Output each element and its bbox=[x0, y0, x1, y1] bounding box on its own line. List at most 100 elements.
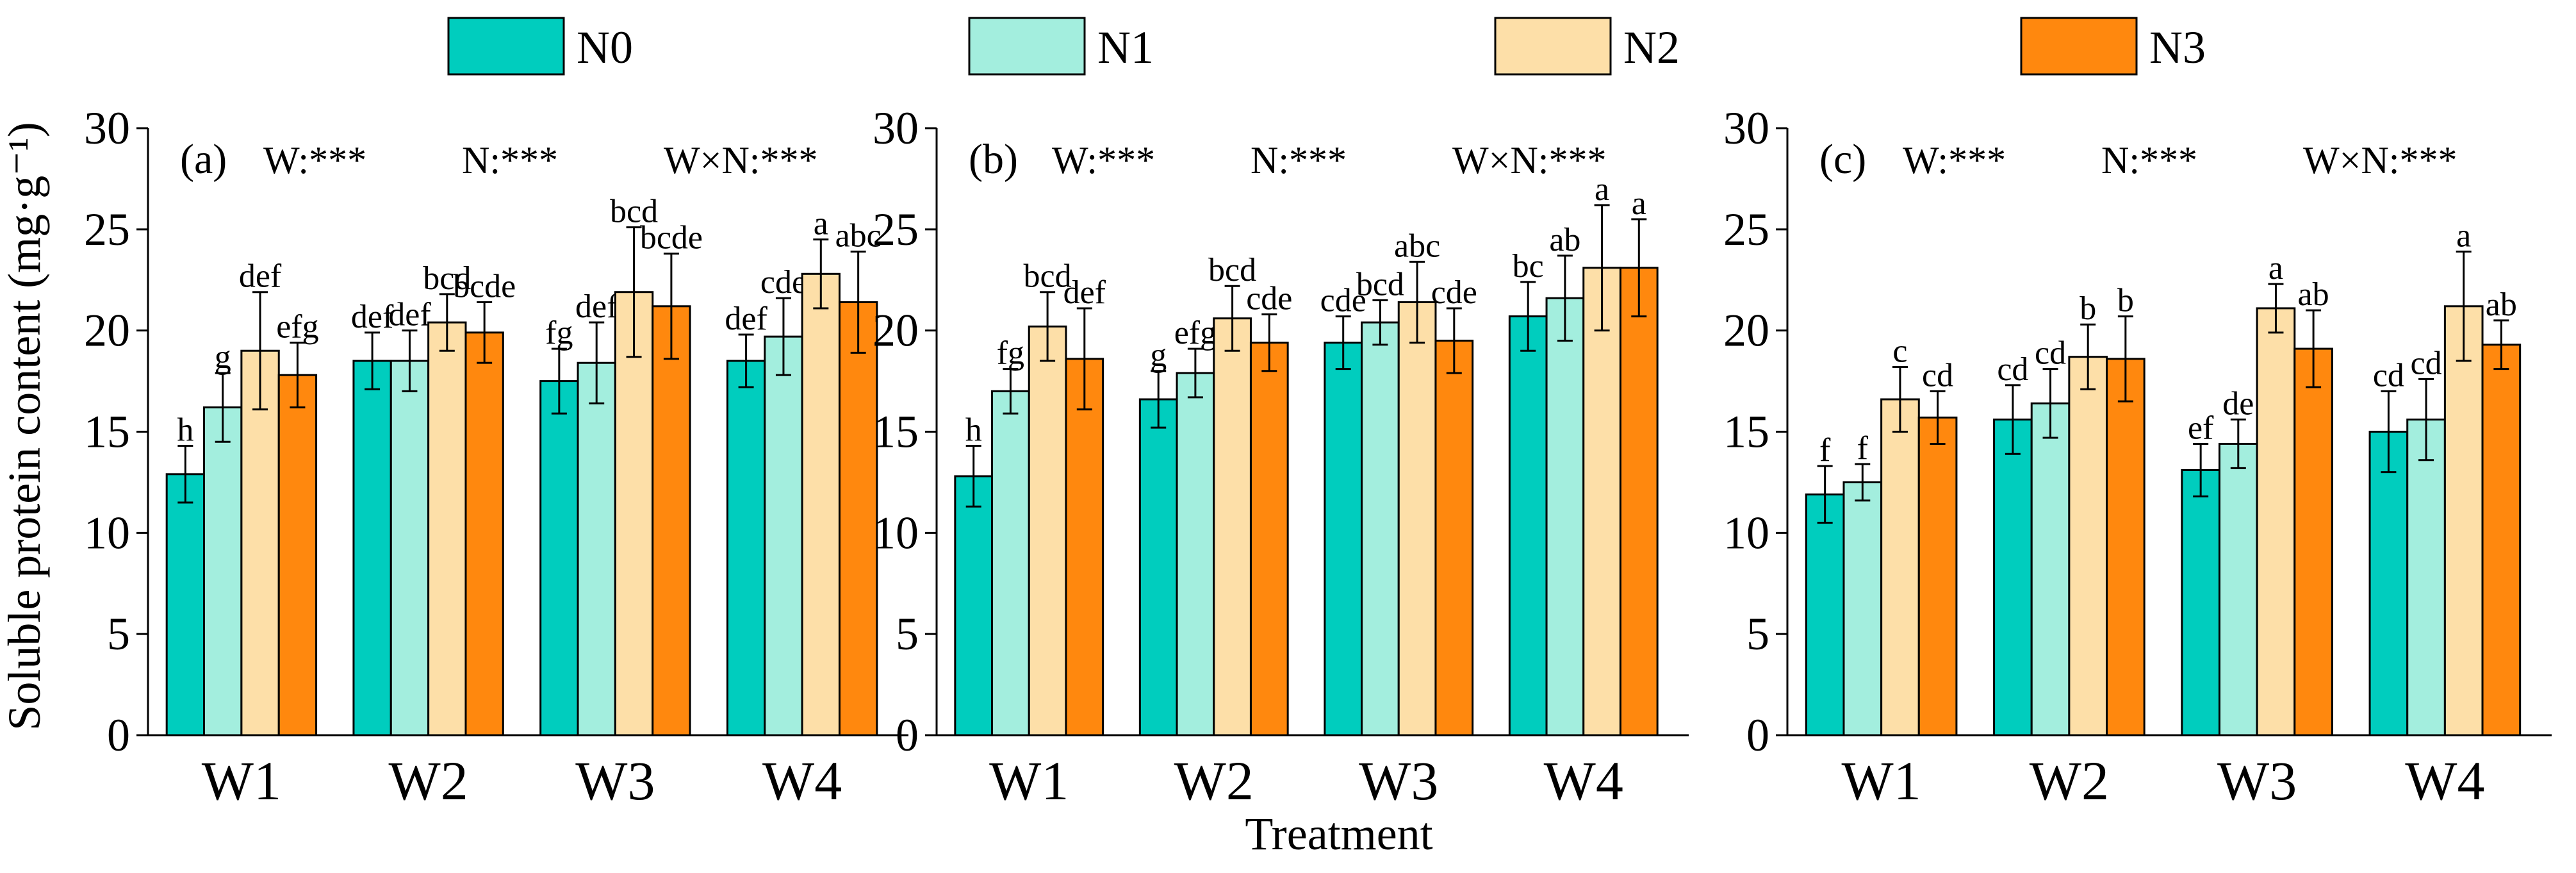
significance-letter: ab bbox=[2298, 276, 2329, 313]
y-tick-label: 5 bbox=[107, 608, 130, 660]
x-tick-label: W4 bbox=[762, 750, 842, 811]
bar-w2-n0 bbox=[1138, 398, 1178, 736]
x-tick-label: W3 bbox=[1359, 750, 1438, 811]
significance-letter: efg bbox=[276, 309, 318, 345]
anova-annotation: N:*** bbox=[1251, 139, 1347, 181]
legend-label: N1 bbox=[1097, 22, 1154, 73]
bar-w1-n0 bbox=[165, 473, 206, 736]
bar-w4-n1 bbox=[1545, 297, 1585, 736]
x-tick-label: W2 bbox=[389, 750, 468, 811]
significance-letter: def bbox=[239, 258, 282, 295]
significance-letter: bcd bbox=[1356, 266, 1404, 303]
bar-w4-n0 bbox=[2368, 431, 2409, 736]
bar-w4-n3 bbox=[838, 301, 878, 736]
legend: N0 N1 N2 N3 bbox=[447, 17, 2206, 76]
bar-w3-n3 bbox=[652, 305, 691, 736]
significance-letter: a bbox=[2456, 218, 2471, 254]
bar-w4-n2 bbox=[2443, 305, 2484, 736]
anova-annotation: W×N:*** bbox=[664, 139, 817, 181]
significance-letter: bcd bbox=[423, 260, 471, 297]
significance-letter: cde bbox=[1320, 283, 1366, 319]
significance-letter: b bbox=[2080, 290, 2096, 327]
legend-swatch-n3 bbox=[2020, 17, 2138, 76]
anova-annotation: W×N:*** bbox=[2303, 139, 2457, 181]
significance-letter: bcde bbox=[640, 220, 703, 256]
y-tick-label: 10 bbox=[873, 507, 919, 558]
y-tick-label: 30 bbox=[84, 103, 130, 154]
anova-annotation: N:*** bbox=[462, 139, 558, 181]
bar-w1-n0 bbox=[954, 475, 994, 736]
bar-w3-n1 bbox=[1361, 321, 1400, 736]
bar-w3-n2 bbox=[2256, 307, 2296, 736]
y-tick-label: 5 bbox=[896, 608, 919, 660]
anova-annotation: W:*** bbox=[1052, 139, 1155, 181]
y-tick-label: 20 bbox=[1723, 305, 1769, 356]
significance-letter: h bbox=[965, 412, 982, 449]
significance-letter: def bbox=[725, 301, 767, 337]
legend-swatch-n0 bbox=[447, 17, 565, 76]
significance-letter: bcd bbox=[1208, 252, 1256, 288]
y-tick-label: 5 bbox=[1746, 608, 1769, 660]
bar-w2-n1 bbox=[390, 360, 430, 736]
bar-w4-n2 bbox=[801, 272, 841, 736]
significance-letter: ab bbox=[1549, 222, 1580, 258]
significance-letter: def bbox=[575, 288, 618, 325]
x-tick-label: W2 bbox=[2030, 750, 2109, 811]
bar-w3-n3 bbox=[1434, 339, 1474, 736]
significance-letter: def bbox=[351, 299, 394, 335]
panel-b: hfgbcddefW1gefgbcdcdeW2cdebcdabccdeW3bca… bbox=[873, 103, 1689, 811]
x-tick-label: W1 bbox=[1842, 750, 1921, 811]
significance-letter: a bbox=[814, 206, 828, 242]
significance-letter: abc bbox=[1394, 228, 1440, 264]
bar-w4-n0 bbox=[726, 360, 766, 736]
bar-w3-n1 bbox=[2218, 442, 2258, 736]
bar-w3-n2 bbox=[614, 291, 654, 736]
bar-w4-n3 bbox=[1619, 267, 1659, 736]
significance-letter: a bbox=[1595, 171, 1609, 208]
bar-w2-n1 bbox=[1176, 372, 1215, 736]
y-tick-label: 25 bbox=[873, 204, 919, 255]
significance-letter: cde bbox=[1246, 280, 1292, 317]
x-tick-label: W4 bbox=[2405, 750, 2484, 811]
x-tick-label: W1 bbox=[202, 750, 281, 811]
panel-label: (c) bbox=[1819, 136, 1866, 183]
significance-letter: f bbox=[1857, 430, 1869, 467]
bar-w1-n1 bbox=[991, 390, 1030, 736]
bar-w3-n1 bbox=[577, 362, 616, 736]
bar-w4-n3 bbox=[2481, 344, 2522, 736]
significance-letter: de bbox=[2222, 386, 2254, 422]
legend-label: N3 bbox=[2149, 22, 2206, 73]
significance-letter: ab bbox=[2486, 287, 2517, 323]
y-tick-label: 0 bbox=[896, 710, 919, 761]
legend-label: N2 bbox=[1623, 22, 1680, 73]
significance-letter: bcd bbox=[1024, 258, 1072, 295]
panels: hgdefefgW1defdefbcdbcdeW2fgdefbcdbcdeW3d… bbox=[84, 103, 2552, 811]
y-tick-label: 0 bbox=[1746, 710, 1769, 761]
significance-letter: a bbox=[1632, 185, 1646, 222]
significance-letter: bc bbox=[1513, 248, 1544, 285]
significance-letter: h bbox=[177, 412, 193, 449]
bar-w4-n1 bbox=[2406, 419, 2446, 736]
bar-w2-n3 bbox=[1249, 342, 1289, 736]
significance-letter: bcde bbox=[453, 268, 516, 304]
bar-w3-n0 bbox=[539, 380, 579, 736]
bar-w1-n3 bbox=[277, 374, 318, 736]
significance-letter: def bbox=[388, 297, 431, 333]
y-tick-label: 25 bbox=[84, 204, 130, 255]
significance-letter: f bbox=[1819, 432, 1831, 469]
significance-letter: c bbox=[1892, 333, 1907, 369]
legend-swatch-n1 bbox=[968, 17, 1086, 76]
anova-annotation: N:*** bbox=[2101, 139, 2197, 181]
significance-letter: fg bbox=[997, 335, 1024, 372]
x-tick-label: W4 bbox=[1544, 750, 1623, 811]
significance-letter: fg bbox=[545, 315, 573, 351]
panel-a: hgdefefgW1defdefbcdbcdeW2fgdefbcdbcdeW3d… bbox=[84, 103, 908, 811]
bar-w4-n1 bbox=[764, 335, 803, 736]
x-axis-title: Treatment bbox=[1245, 808, 1432, 860]
bar-w3-n0 bbox=[2181, 469, 2220, 736]
bar-w4-n2 bbox=[1582, 267, 1621, 736]
x-tick-label: W2 bbox=[1174, 750, 1254, 811]
bar-w2-n2 bbox=[2068, 356, 2108, 736]
y-tick-label: 30 bbox=[1723, 103, 1769, 154]
